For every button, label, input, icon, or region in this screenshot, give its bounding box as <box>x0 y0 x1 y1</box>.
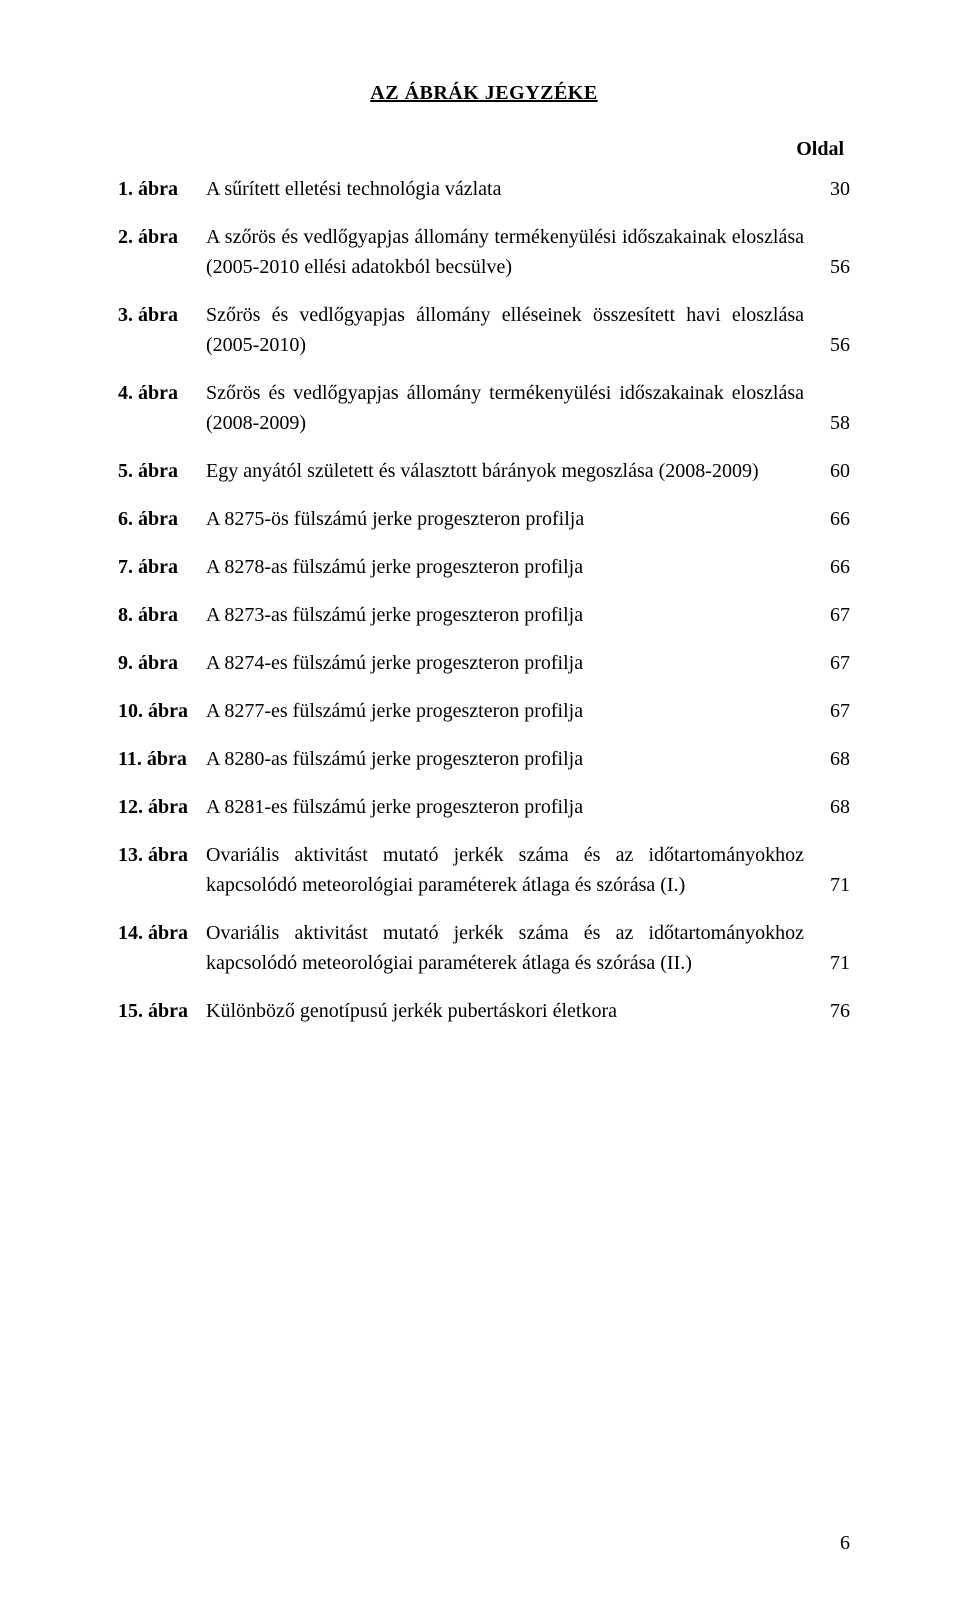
figure-number: 10. ábra <box>118 696 206 726</box>
figure-number: 1. ábra <box>118 174 206 204</box>
list-item: 10. ábraA 8277-es fülszámú jerke progesz… <box>118 696 850 726</box>
figure-description: A 8275-ös fülszámú jerke progeszteron pr… <box>206 504 816 534</box>
figure-page: 66 <box>816 504 850 534</box>
figure-number: 8. ábra <box>118 600 206 630</box>
figure-description: Szőrös és vedlőgyapjas állomány terméken… <box>206 378 816 438</box>
figure-number: 14. ábra <box>118 918 206 948</box>
figure-number: 2. ábra <box>118 222 206 252</box>
list-item: 2. ábraA szőrös és vedlőgyapjas állomány… <box>118 222 850 282</box>
figure-page: 67 <box>816 648 850 678</box>
figure-page: 71 <box>816 948 850 978</box>
figure-number: 7. ábra <box>118 552 206 582</box>
figure-number: 9. ábra <box>118 648 206 678</box>
figure-page: 30 <box>816 174 850 204</box>
figure-description: A 8281-es fülszámú jerke progeszteron pr… <box>206 792 816 822</box>
figure-number: 11. ábra <box>118 744 206 774</box>
figure-description: A 8278-as fülszámú jerke progeszteron pr… <box>206 552 816 582</box>
figure-description: A 8273-as fülszámú jerke progeszteron pr… <box>206 600 816 630</box>
figure-description: A 8277-es fülszámú jerke progeszteron pr… <box>206 696 816 726</box>
list-item: 11. ábraA 8280-as fülszámú jerke progesz… <box>118 744 850 774</box>
figure-description: A sűrített elletési technológia vázlata <box>206 174 816 204</box>
figure-description: A 8274-es fülszámú jerke progeszteron pr… <box>206 648 816 678</box>
figure-page: 60 <box>816 456 850 486</box>
figure-page: 76 <box>816 996 850 1026</box>
figure-description: Egy anyától született és választott bárá… <box>206 456 816 486</box>
figure-page: 68 <box>816 792 850 822</box>
figure-number: 13. ábra <box>118 840 206 870</box>
figure-description: Ovariális aktivitást mutató jerkék száma… <box>206 918 816 978</box>
figure-number: 5. ábra <box>118 456 206 486</box>
figure-number: 3. ábra <box>118 300 206 330</box>
list-item: 6. ábraA 8275-ös fülszámú jerke progeszt… <box>118 504 850 534</box>
figure-page: 67 <box>816 696 850 726</box>
figure-description: A szőrös és vedlőgyapjas állomány termék… <box>206 222 816 282</box>
list-item: 13. ábraOvariális aktivitást mutató jerk… <box>118 840 850 900</box>
figure-description: A 8280-as fülszámú jerke progeszteron pr… <box>206 744 816 774</box>
list-item: 5. ábraEgy anyától született és választo… <box>118 456 850 486</box>
list-item: 15. ábraKülönböző genotípusú jerkék pube… <box>118 996 850 1026</box>
figure-page: 58 <box>816 408 850 438</box>
figure-number: 15. ábra <box>118 996 206 1026</box>
figure-list: 1. ábraA sűrített elletési technológia v… <box>118 174 850 1026</box>
footer-page-number: 6 <box>840 1528 850 1558</box>
page-column-header: Oldal <box>118 134 850 164</box>
figure-description: Ovariális aktivitást mutató jerkék száma… <box>206 840 816 900</box>
figure-page: 56 <box>816 330 850 360</box>
figure-page: 68 <box>816 744 850 774</box>
page-title: AZ ÁBRÁK JEGYZÉKE <box>118 78 850 108</box>
figure-page: 71 <box>816 870 850 900</box>
list-item: 7. ábraA 8278-as fülszámú jerke progeszt… <box>118 552 850 582</box>
list-item: 8. ábraA 8273-as fülszámú jerke progeszt… <box>118 600 850 630</box>
list-item: 4. ábraSzőrös és vedlőgyapjas állomány t… <box>118 378 850 438</box>
figure-page: 56 <box>816 252 850 282</box>
list-item: 12. ábraA 8281-es fülszámú jerke progesz… <box>118 792 850 822</box>
figure-description: Szőrös és vedlőgyapjas állomány ellésein… <box>206 300 816 360</box>
figure-page: 67 <box>816 600 850 630</box>
figure-number: 6. ábra <box>118 504 206 534</box>
list-item: 1. ábraA sűrített elletési technológia v… <box>118 174 850 204</box>
list-item: 3. ábraSzőrös és vedlőgyapjas állomány e… <box>118 300 850 360</box>
figure-description: Különböző genotípusú jerkék pubertáskori… <box>206 996 816 1026</box>
figure-number: 12. ábra <box>118 792 206 822</box>
list-item: 14. ábraOvariális aktivitást mutató jerk… <box>118 918 850 978</box>
figure-number: 4. ábra <box>118 378 206 408</box>
list-item: 9. ábraA 8274-es fülszámú jerke progeszt… <box>118 648 850 678</box>
figure-page: 66 <box>816 552 850 582</box>
